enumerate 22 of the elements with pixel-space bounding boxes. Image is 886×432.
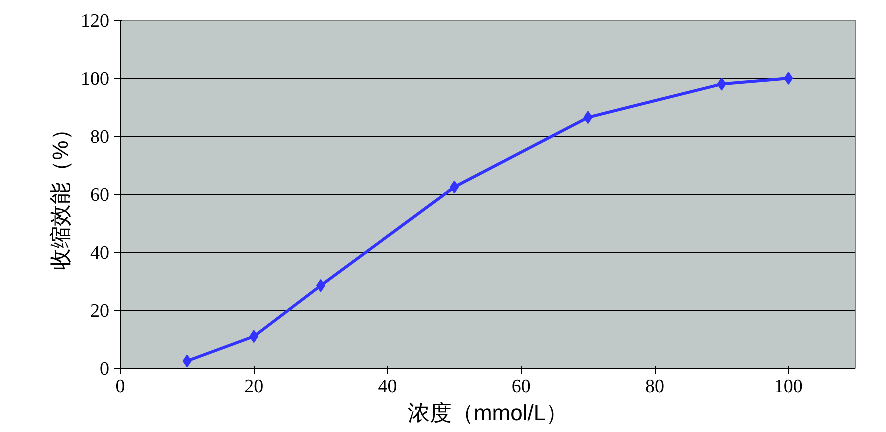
y-tick-label: 20 [90, 301, 110, 322]
point [450, 180, 460, 194]
y-tick-label: 0 [100, 359, 110, 380]
y-tick-label: 40 [90, 243, 110, 264]
x-tick-label: 20 [244, 376, 264, 398]
x-tick-label: 80 [646, 376, 665, 398]
x-axis-title: 浓度（mmol/L） [408, 400, 568, 426]
x-tick-label: 0 [116, 376, 126, 398]
x-tick-label: 60 [512, 376, 531, 398]
y-tick-label: 120 [81, 11, 110, 32]
point [584, 111, 593, 124]
point [250, 330, 259, 344]
point [717, 78, 726, 91]
y-axis-title: 收缩效能（%） [48, 118, 73, 270]
point [182, 354, 192, 368]
x-tick-label: 100 [774, 376, 803, 398]
y-tick-label: 100 [81, 69, 110, 90]
y-tick-label: 80 [90, 127, 110, 148]
point [784, 72, 794, 85]
point [316, 279, 326, 292]
y-tick-label: 60 [90, 185, 110, 206]
x-tick-label: 40 [378, 376, 398, 398]
